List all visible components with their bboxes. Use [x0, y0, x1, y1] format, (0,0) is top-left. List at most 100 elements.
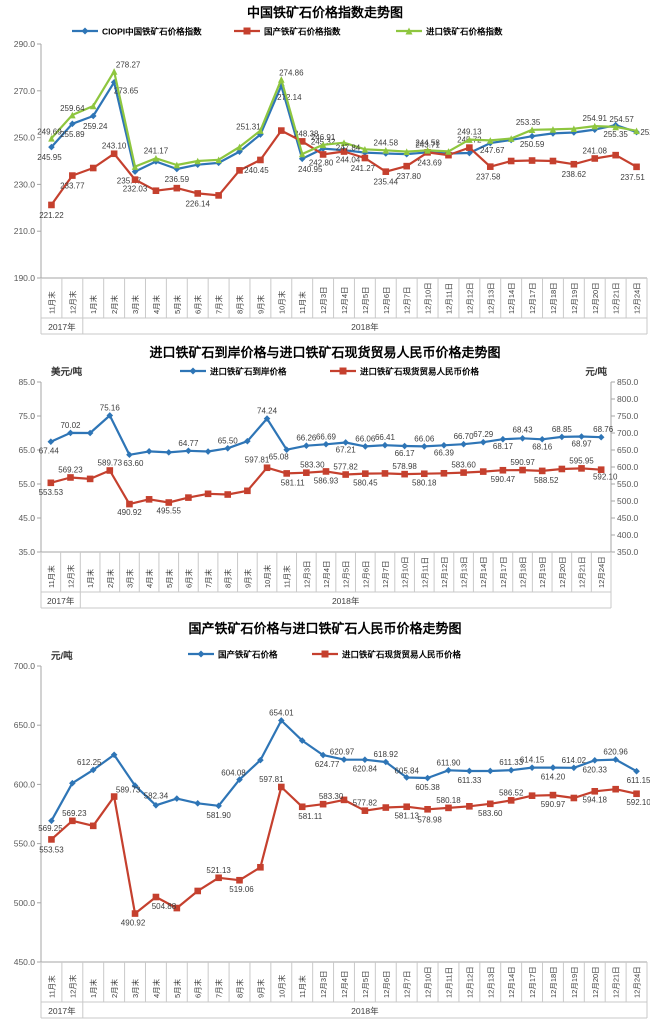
svg-text:12月3日: 12月3日 [302, 560, 311, 588]
svg-text:12月11日: 12月11日 [444, 967, 453, 998]
svg-text:244.04: 244.04 [336, 156, 361, 165]
svg-text:12月20日: 12月20日 [558, 556, 567, 588]
svg-text:244.58: 244.58 [374, 138, 399, 147]
svg-text:577.82: 577.82 [333, 463, 358, 472]
chart-title: 国产铁矿石价格与进口铁矿石人民币价格走势图 [188, 621, 462, 636]
svg-text:12月19日: 12月19日 [570, 966, 579, 998]
svg-text:600.0: 600.0 [617, 462, 639, 472]
svg-text:12月12日: 12月12日 [440, 556, 449, 588]
svg-text:12月17日: 12月17日 [528, 966, 537, 998]
svg-text:12月20日: 12月20日 [591, 966, 600, 998]
svg-text:614.15: 614.15 [520, 756, 545, 765]
svg-text:67.44: 67.44 [39, 447, 60, 456]
svg-text:55.0: 55.0 [18, 479, 35, 489]
svg-text:233.77: 233.77 [60, 182, 85, 191]
svg-text:9月末: 9月末 [242, 568, 252, 588]
svg-text:45.0: 45.0 [18, 513, 35, 523]
svg-text:850.0: 850.0 [617, 377, 639, 387]
svg-text:2017年: 2017年 [47, 596, 75, 606]
svg-text:65.50: 65.50 [218, 436, 239, 445]
svg-text:251.31: 251.31 [236, 123, 261, 132]
svg-text:12月6日: 12月6日 [382, 970, 391, 998]
svg-text:252.35: 252.35 [640, 128, 650, 137]
svg-text:4月末: 4月末 [144, 568, 154, 588]
svg-text:11月末: 11月末 [282, 565, 292, 588]
svg-text:238.62: 238.62 [562, 170, 587, 179]
svg-text:12月17日: 12月17日 [499, 556, 508, 588]
svg-text:67.21: 67.21 [336, 445, 357, 454]
svg-text:1月末: 1月末 [85, 568, 95, 588]
svg-text:614.02: 614.02 [562, 756, 587, 765]
svg-text:550.0: 550.0 [617, 479, 639, 489]
svg-text:68.16: 68.16 [532, 442, 553, 451]
svg-text:254.91: 254.91 [583, 114, 608, 123]
svg-text:9月末: 9月末 [255, 294, 265, 314]
svg-text:581.11: 581.11 [298, 812, 322, 821]
svg-text:450.0: 450.0 [617, 513, 639, 523]
import-cif-price-chart: 进口铁矿石到岸价格与进口铁矿石现货贸易人民币价格走势图 85.0 75.0 65.0… [0, 340, 650, 612]
svg-text:12月11日: 12月11日 [444, 283, 453, 314]
svg-text:190.0: 190.0 [14, 273, 36, 283]
svg-text:237.51: 237.51 [620, 173, 645, 182]
svg-text:255.89: 255.89 [60, 130, 85, 139]
svg-text:12月5日: 12月5日 [361, 970, 370, 998]
svg-text:11月末: 11月末 [46, 291, 56, 314]
svg-text:5月末: 5月末 [172, 294, 182, 314]
svg-text:589.73: 589.73 [98, 458, 123, 467]
svg-text:66.17: 66.17 [395, 449, 416, 458]
svg-text:247.67: 247.67 [480, 146, 505, 155]
svg-text:578.98: 578.98 [417, 815, 442, 824]
svg-text:68.76: 68.76 [593, 425, 614, 434]
svg-text:700.0: 700.0 [14, 661, 36, 671]
svg-text:245.95: 245.95 [37, 153, 62, 162]
svg-text:7月末: 7月末 [214, 294, 224, 314]
svg-text:236.59: 236.59 [165, 175, 190, 184]
svg-text:235.47: 235.47 [117, 177, 142, 186]
svg-text:400.0: 400.0 [617, 530, 639, 540]
svg-text:11月末: 11月末 [46, 565, 56, 588]
svg-text:66.39: 66.39 [434, 448, 455, 457]
ciopi-index-plot: 290.0 270.0 250.0 230.0 210.0 190.0 11月末 12月末 1月… [0, 20, 650, 336]
svg-text:580.18: 580.18 [436, 796, 461, 805]
chart-canvas: 290.0 270.0 250.0 230.0 210.0 190.0 11月末 12月末 1月… [14, 27, 650, 335]
svg-text:12月13日: 12月13日 [460, 556, 469, 588]
svg-text:581.90: 581.90 [206, 811, 231, 820]
svg-text:248.38: 248.38 [294, 129, 319, 138]
svg-text:2月末: 2月末 [105, 568, 115, 588]
svg-text:521.13: 521.13 [206, 866, 231, 875]
svg-text:618.92: 618.92 [374, 750, 399, 759]
svg-text:12月10日: 12月10日 [424, 282, 433, 314]
svg-text:595.95: 595.95 [569, 456, 594, 465]
svg-text:12月11日: 12月11日 [420, 557, 429, 588]
svg-text:241.27: 241.27 [351, 164, 376, 173]
svg-text:253.35: 253.35 [516, 118, 541, 127]
svg-text:11月末: 11月末 [46, 975, 56, 998]
svg-text:1月末: 1月末 [88, 294, 98, 314]
svg-text:569.25: 569.25 [38, 824, 63, 833]
svg-text:243.69: 243.69 [417, 158, 442, 167]
svg-text:589.73: 589.73 [116, 786, 141, 795]
svg-text:580.45: 580.45 [353, 479, 378, 488]
svg-text:12月20日: 12月20日 [591, 282, 600, 314]
svg-text:800.0: 800.0 [617, 394, 639, 404]
svg-text:6月末: 6月末 [183, 568, 193, 588]
svg-text:255.35: 255.35 [603, 130, 628, 139]
svg-text:12月7日: 12月7日 [403, 970, 412, 998]
svg-text:12月21日: 12月21日 [612, 966, 621, 998]
svg-text:12月5日: 12月5日 [361, 286, 370, 314]
svg-text:583.30: 583.30 [319, 792, 344, 801]
svg-text:元/吨: 元/吨 [51, 650, 73, 662]
svg-text:12月13日: 12月13日 [486, 966, 495, 998]
svg-text:3月末: 3月末 [124, 568, 134, 588]
svg-text:12月17日: 12月17日 [528, 282, 537, 314]
svg-text:232.03: 232.03 [123, 185, 148, 194]
svg-text:12月末: 12月末 [65, 564, 75, 588]
svg-text:250.0: 250.0 [14, 133, 36, 143]
svg-text:68.43: 68.43 [513, 425, 534, 434]
svg-text:569.23: 569.23 [62, 809, 87, 818]
svg-text:519.06: 519.06 [229, 885, 254, 894]
svg-text:581.11: 581.11 [281, 478, 305, 487]
svg-text:8月末: 8月末 [235, 294, 245, 314]
svg-text:654.01: 654.01 [269, 708, 294, 717]
svg-text:210.0: 210.0 [14, 226, 36, 236]
